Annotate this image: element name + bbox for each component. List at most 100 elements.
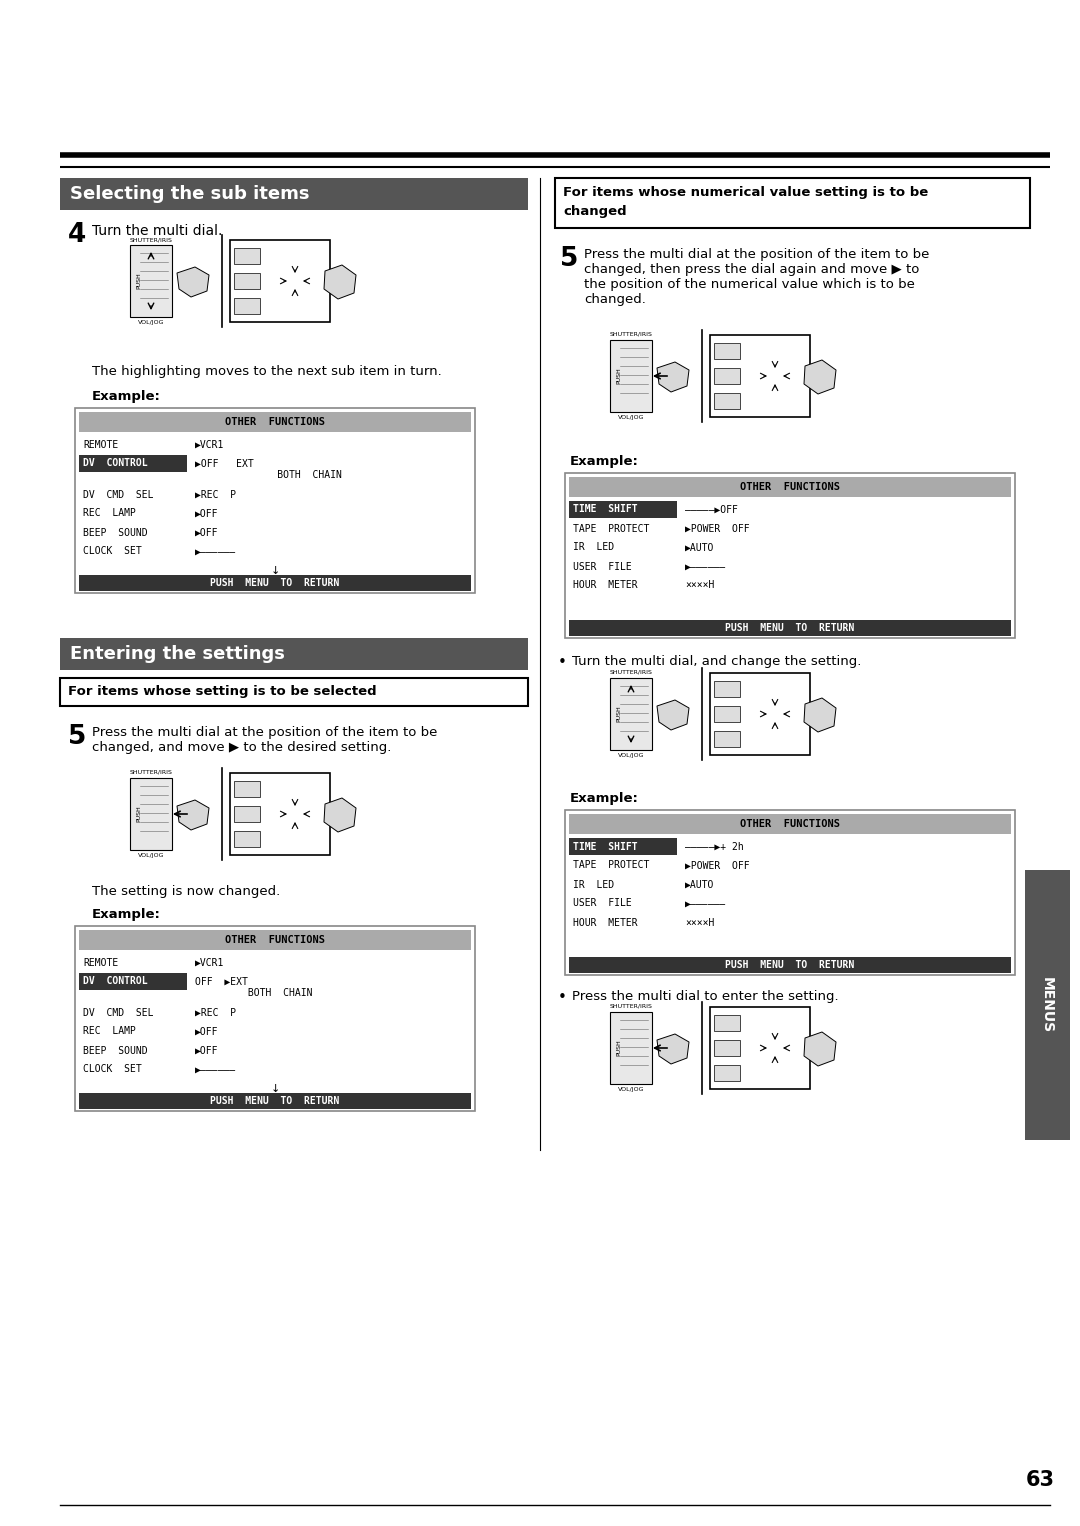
Bar bbox=[565, 473, 1015, 638]
Text: The setting is now changed.: The setting is now changed. bbox=[92, 885, 280, 897]
Bar bbox=[60, 678, 528, 707]
Text: HOUR  METER: HOUR METER bbox=[573, 580, 637, 591]
Polygon shape bbox=[324, 798, 356, 832]
Bar bbox=[714, 681, 740, 697]
Text: Example:: Example: bbox=[570, 792, 639, 806]
Text: ↓: ↓ bbox=[270, 1083, 280, 1094]
Text: PUSH  MENU  TO  RETURN: PUSH MENU TO RETURN bbox=[211, 578, 339, 588]
Text: REC  LAMP: REC LAMP bbox=[83, 1027, 136, 1036]
Text: DV  CONTROL: DV CONTROL bbox=[83, 458, 148, 468]
Text: ▶POWER  OFF: ▶POWER OFF bbox=[685, 861, 750, 870]
Text: PUSH: PUSH bbox=[136, 806, 141, 823]
Text: TAPE  PROTECT: TAPE PROTECT bbox=[573, 523, 649, 534]
Bar bbox=[234, 273, 260, 288]
Text: VOL/JOG: VOL/JOG bbox=[618, 752, 645, 758]
Bar bbox=[79, 455, 187, 472]
Bar bbox=[610, 1012, 652, 1083]
Text: Press the multi dial to enter the setting.: Press the multi dial to enter the settin… bbox=[572, 990, 839, 1003]
Text: ××××H: ××××H bbox=[685, 917, 714, 928]
Polygon shape bbox=[324, 266, 356, 299]
Polygon shape bbox=[804, 1032, 836, 1067]
Text: ▶REC  P: ▶REC P bbox=[195, 490, 237, 499]
Text: 4: 4 bbox=[68, 221, 86, 249]
Polygon shape bbox=[177, 267, 210, 298]
Text: DV  CMD  SEL: DV CMD SEL bbox=[83, 1007, 153, 1018]
Text: VOL/JOG: VOL/JOG bbox=[138, 320, 164, 325]
Text: BOTH  CHAIN: BOTH CHAIN bbox=[195, 470, 342, 481]
Bar bbox=[130, 778, 172, 850]
Bar bbox=[234, 806, 260, 823]
Text: BOTH  CHAIN: BOTH CHAIN bbox=[195, 989, 312, 998]
Text: PUSH: PUSH bbox=[616, 1039, 621, 1056]
Text: USER  FILE: USER FILE bbox=[573, 562, 632, 572]
Text: —————▶+ 2h: —————▶+ 2h bbox=[685, 841, 744, 852]
Text: Example:: Example: bbox=[570, 455, 639, 468]
Text: BEEP  SOUND: BEEP SOUND bbox=[83, 1045, 148, 1056]
Polygon shape bbox=[804, 697, 836, 732]
Bar bbox=[710, 673, 810, 755]
Polygon shape bbox=[657, 1035, 689, 1064]
Text: DV  CMD  SEL: DV CMD SEL bbox=[83, 490, 153, 499]
Text: ↓: ↓ bbox=[270, 566, 280, 575]
Text: REMOTE: REMOTE bbox=[83, 957, 118, 967]
Text: Press the multi dial at the position of the item to be
changed, then press the d: Press the multi dial at the position of … bbox=[584, 249, 930, 307]
Bar bbox=[714, 1015, 740, 1032]
Bar bbox=[569, 478, 1011, 497]
Text: VOL/JOG: VOL/JOG bbox=[618, 1087, 645, 1093]
Text: VOL/JOG: VOL/JOG bbox=[618, 415, 645, 420]
Text: PUSH  MENU  TO  RETURN: PUSH MENU TO RETURN bbox=[726, 623, 854, 633]
Bar bbox=[610, 340, 652, 412]
Text: CLOCK  SET: CLOCK SET bbox=[83, 1065, 141, 1074]
Text: •: • bbox=[558, 990, 567, 1006]
Text: PUSH: PUSH bbox=[616, 705, 621, 722]
Text: SHUTTER/IRIS: SHUTTER/IRIS bbox=[609, 670, 652, 674]
Text: ▶VCR1: ▶VCR1 bbox=[195, 439, 225, 450]
Text: ▶OFF: ▶OFF bbox=[195, 1027, 218, 1036]
Bar bbox=[565, 810, 1015, 975]
Bar bbox=[714, 368, 740, 385]
Text: —————▶OFF: —————▶OFF bbox=[685, 505, 738, 514]
Text: Press the multi dial at the position of the item to be
changed, and move ▶ to th: Press the multi dial at the position of … bbox=[92, 726, 437, 754]
Bar bbox=[75, 926, 475, 1111]
Text: ▶OFF: ▶OFF bbox=[195, 508, 218, 519]
Bar bbox=[79, 974, 187, 990]
Text: ▶OFF: ▶OFF bbox=[195, 1045, 218, 1056]
Bar bbox=[569, 957, 1011, 974]
Text: SHUTTER/IRIS: SHUTTER/IRIS bbox=[130, 771, 173, 775]
Bar bbox=[610, 678, 652, 749]
Text: BEEP  SOUND: BEEP SOUND bbox=[83, 528, 148, 537]
Text: ▶AUTO: ▶AUTO bbox=[685, 879, 714, 890]
Text: Example:: Example: bbox=[92, 391, 161, 403]
Text: OTHER  FUNCTIONS: OTHER FUNCTIONS bbox=[740, 482, 840, 491]
Text: Entering the settings: Entering the settings bbox=[70, 645, 285, 662]
Text: The highlighting moves to the next sub item in turn.: The highlighting moves to the next sub i… bbox=[92, 365, 442, 378]
Text: Turn the multi dial.: Turn the multi dial. bbox=[92, 224, 222, 238]
Text: ▶VCR1: ▶VCR1 bbox=[195, 957, 225, 967]
Text: ▶AUTO: ▶AUTO bbox=[685, 543, 714, 552]
Bar bbox=[714, 731, 740, 748]
Text: OTHER  FUNCTIONS: OTHER FUNCTIONS bbox=[225, 417, 325, 427]
Text: ▶OFF   EXT: ▶OFF EXT bbox=[195, 458, 254, 468]
Text: Example:: Example: bbox=[92, 908, 161, 922]
Text: ▶——————: ▶—————— bbox=[685, 899, 726, 908]
Bar bbox=[60, 179, 528, 211]
Text: SHUTTER/IRIS: SHUTTER/IRIS bbox=[130, 237, 173, 243]
Bar bbox=[79, 412, 471, 432]
Text: MENUS: MENUS bbox=[1040, 977, 1054, 1033]
Text: PUSH: PUSH bbox=[616, 368, 621, 385]
Text: REC  LAMP: REC LAMP bbox=[83, 508, 136, 519]
Text: Selecting the sub items: Selecting the sub items bbox=[70, 185, 310, 203]
Text: VOL/JOG: VOL/JOG bbox=[138, 853, 164, 858]
Bar bbox=[130, 246, 172, 317]
Text: IR  LED: IR LED bbox=[573, 879, 615, 890]
Text: 63: 63 bbox=[1026, 1470, 1054, 1489]
Bar bbox=[569, 838, 677, 855]
Text: PUSH: PUSH bbox=[136, 273, 141, 290]
Text: For items whose setting is to be selected: For items whose setting is to be selecte… bbox=[68, 685, 377, 699]
Bar bbox=[714, 1041, 740, 1056]
Bar bbox=[234, 298, 260, 314]
Text: 5: 5 bbox=[561, 246, 579, 272]
Polygon shape bbox=[177, 800, 210, 830]
Bar bbox=[569, 813, 1011, 835]
Text: CLOCK  SET: CLOCK SET bbox=[83, 546, 141, 557]
